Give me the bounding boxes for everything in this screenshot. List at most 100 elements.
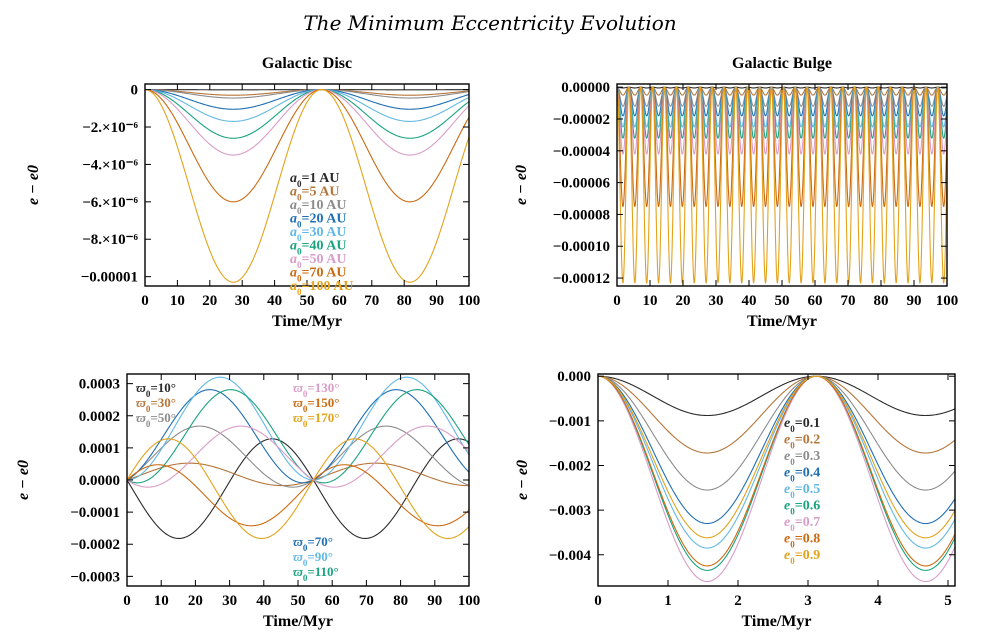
legend-value: =0.2	[795, 433, 820, 448]
x-tick-label: 0	[141, 293, 149, 309]
legend-subscript: 0	[303, 543, 308, 553]
series-line	[598, 375, 955, 525]
legend-entry: ϖ0=130°	[293, 380, 339, 399]
legend-entry: ϖ0=50°	[136, 410, 176, 429]
legend-subscript: 0	[303, 404, 308, 414]
legend-value: =40 AU	[302, 239, 347, 254]
legend-value: =170°	[307, 410, 339, 425]
legend-subscript: 0	[297, 260, 302, 270]
legend-symbol: ϖ	[293, 564, 304, 579]
y-tick-label: −0.00006	[553, 176, 611, 192]
series-line	[145, 89, 469, 283]
x-axis-label: Time/Myr	[272, 313, 342, 330]
x-tick-label: 70	[364, 293, 379, 309]
x-tick-label: 90	[907, 293, 922, 309]
series-line	[127, 438, 469, 539]
legend-value: =10°	[150, 380, 176, 395]
y-axis-label: e − e0	[514, 460, 531, 500]
x-axis-label: Time/Myr	[742, 613, 812, 630]
legend-symbol: ϖ	[293, 410, 304, 425]
legend-entry: ϖ0=70°	[293, 534, 333, 553]
legend-value: =0.4	[795, 466, 820, 481]
series-line	[127, 464, 469, 527]
x-tick-label: 60	[325, 593, 340, 609]
legend-subscript: 0	[790, 490, 795, 500]
y-tick-label: −0.0001	[70, 505, 120, 521]
x-tick-label: 50	[775, 293, 790, 309]
series-line	[127, 462, 469, 487]
legend-value: =100 AU	[302, 279, 354, 294]
y-tick-label: 0.0001	[79, 441, 120, 457]
y-tick-label: 0.0000	[79, 473, 120, 489]
legend-value: =1 AU	[302, 171, 340, 186]
series-group	[617, 86, 947, 284]
y-axis-label: e − e0	[25, 165, 42, 205]
x-tick-label: 50	[300, 293, 315, 309]
legend-subscript: 0	[790, 556, 795, 566]
legend-subscript: 0	[297, 287, 302, 297]
legend-entry: a0=10 AU	[290, 198, 346, 216]
legend-symbol: a	[290, 185, 297, 200]
y-tick-label: −0.00001	[81, 270, 138, 286]
series-line	[598, 375, 955, 417]
legend-value: =0.7	[795, 515, 820, 530]
legend-subscript: 0	[303, 573, 308, 583]
legend-symbol: e	[784, 466, 790, 481]
legend-subscript: 0	[297, 193, 302, 203]
x-tick-label: 10	[170, 293, 185, 309]
legend-symbol: ϖ	[293, 380, 304, 395]
legend-value: =0.5	[795, 482, 820, 497]
legend-subscript: 0	[297, 206, 302, 216]
legend-subscript: 0	[303, 419, 308, 429]
series-line	[145, 89, 469, 139]
legend-symbol: a	[290, 239, 297, 254]
x-tick-label: 5	[944, 593, 952, 609]
legend-entry: a0=20 AU	[290, 212, 346, 230]
legend-entry: a0=40 AU	[290, 239, 346, 257]
y-tick-label: −0.002	[549, 458, 591, 474]
y-tick-label: −0.001	[549, 414, 591, 430]
legend-entry: e0=0.3	[784, 449, 820, 467]
legend-entry: a0=100 AU	[290, 279, 353, 297]
legend-subscript: 0	[790, 441, 795, 451]
y-tick-label: 0.0003	[79, 377, 120, 393]
legend-subscript: 0	[146, 404, 151, 414]
series-line	[127, 438, 469, 539]
y-axis-label: e − e0	[513, 165, 530, 205]
legend-subscript: 0	[146, 389, 151, 399]
series-group	[145, 89, 469, 283]
legend-value: =30°	[150, 395, 176, 410]
figure-title: The Minimum Eccentricity Evolution	[303, 11, 676, 35]
y-tick-label: −0.00004	[553, 144, 611, 160]
legend-symbol: a	[290, 198, 297, 213]
x-tick-label: 4	[874, 593, 882, 609]
legend-entry: e0=0.7	[784, 515, 820, 533]
legend-symbol: a	[290, 266, 297, 281]
y-tick-label: −2.×10⁻⁶	[82, 120, 138, 136]
legend-symbol: e	[784, 416, 790, 431]
x-tick-label: 60	[808, 293, 823, 309]
legend-subscript: 0	[790, 523, 795, 533]
series-line	[145, 89, 469, 156]
series-group	[598, 375, 955, 583]
series-line	[145, 89, 469, 99]
series-line	[127, 389, 469, 484]
legend-entry: a0=30 AU	[290, 225, 346, 243]
x-tick-label: 0	[594, 593, 602, 609]
legend-entry: e0=0.2	[784, 433, 820, 451]
x-tick-label: 40	[256, 593, 271, 609]
legend-value: =110°	[307, 564, 338, 579]
legend-entry: e0=0.5	[784, 482, 820, 500]
y-tick-label: −0.004	[549, 548, 592, 564]
plot-frame	[597, 373, 956, 587]
y-tick-label: −0.00008	[553, 207, 610, 223]
legend-symbol: e	[784, 482, 790, 497]
legend-subscript: 0	[297, 247, 302, 257]
legend-symbol: e	[784, 548, 790, 563]
legend-value: =5 AU	[302, 185, 340, 200]
x-tick-label: 100	[458, 293, 481, 309]
legend-subscript: 0	[790, 457, 795, 467]
legend-entry: e0=0.1	[784, 416, 820, 434]
series-line	[145, 89, 469, 122]
